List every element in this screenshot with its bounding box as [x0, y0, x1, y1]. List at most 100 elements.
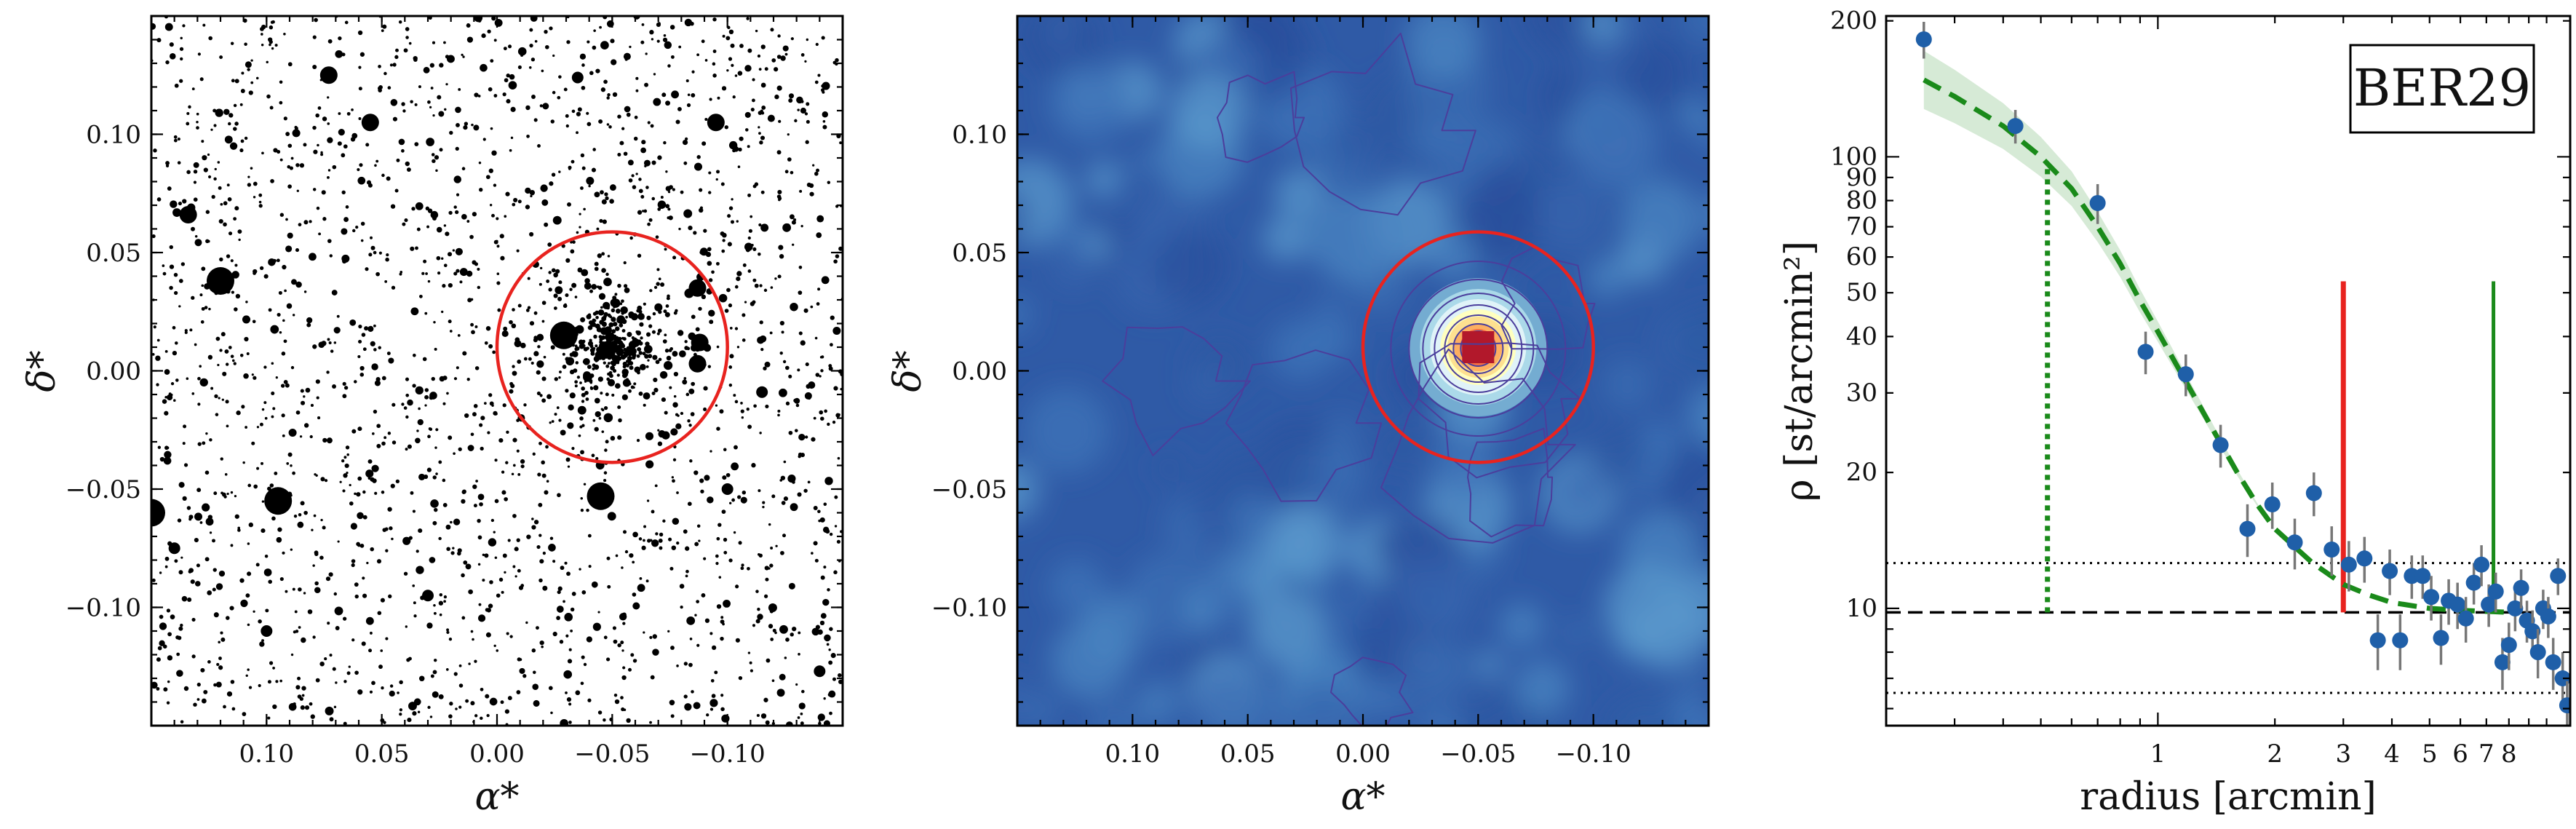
star-point	[837, 456, 840, 460]
star-point	[167, 186, 172, 191]
star-point	[693, 231, 697, 235]
star-point	[726, 287, 731, 293]
cluster-star-point	[595, 344, 598, 348]
density-point	[2433, 630, 2449, 646]
star-point	[234, 263, 238, 267]
star-point	[399, 680, 403, 685]
star-point	[617, 435, 622, 440]
star-point	[345, 445, 350, 450]
star-point	[349, 483, 351, 487]
cluster-star-point	[648, 218, 653, 222]
star-point	[571, 591, 576, 596]
star-point	[536, 391, 541, 396]
star-point	[273, 148, 278, 153]
star-point	[180, 262, 186, 266]
star-point	[342, 381, 346, 386]
star-point	[595, 456, 599, 461]
star-point	[669, 699, 675, 706]
star-point	[194, 537, 199, 543]
star-point	[404, 218, 408, 223]
star-point	[827, 588, 830, 592]
star-point	[427, 435, 431, 439]
star-point	[196, 682, 201, 687]
star-point	[230, 680, 235, 684]
star-point	[270, 20, 274, 24]
star-point	[215, 583, 223, 590]
star-point	[805, 140, 809, 144]
star-point	[774, 67, 779, 72]
star-point	[539, 640, 544, 646]
star-point	[241, 405, 245, 409]
star-point	[221, 398, 224, 401]
star-point	[559, 640, 564, 644]
star-point	[280, 384, 285, 388]
cluster-star-point	[582, 360, 587, 364]
star-point	[445, 55, 450, 59]
star-point	[787, 475, 796, 483]
star-point	[317, 106, 322, 110]
star-point	[276, 536, 282, 543]
star-point	[819, 517, 825, 523]
star-point	[640, 147, 647, 154]
star-point	[806, 182, 811, 188]
star-point	[703, 229, 707, 233]
star-point	[728, 29, 734, 35]
star-point	[621, 707, 625, 712]
star-point	[412, 711, 417, 716]
star-point	[360, 239, 364, 242]
star-point	[798, 433, 806, 441]
star-point	[234, 206, 239, 211]
star-point	[508, 44, 512, 49]
cluster-star-point	[578, 434, 581, 437]
star-point	[432, 159, 436, 164]
star-point	[391, 537, 394, 541]
star-point	[822, 526, 830, 534]
cluster-star-point	[639, 322, 644, 327]
cluster-star-point	[547, 242, 552, 247]
bright-star	[688, 354, 707, 373]
star-point	[719, 409, 724, 414]
star-point	[820, 369, 824, 373]
star-point	[373, 250, 377, 255]
star-point	[830, 653, 836, 659]
star-point	[483, 402, 487, 405]
star-point	[586, 111, 589, 115]
star-point	[815, 373, 820, 377]
cluster-star-point	[619, 323, 624, 328]
density-heatmap	[1017, 16, 1709, 726]
star-point	[445, 231, 450, 237]
cluster-star-point	[541, 376, 546, 381]
star-point	[339, 480, 342, 483]
star-point	[715, 562, 719, 566]
star-point	[531, 525, 536, 530]
cluster-star-point	[609, 315, 613, 319]
star-point	[750, 107, 755, 112]
y-tick-label: 0.05	[86, 239, 141, 268]
star-point	[405, 161, 410, 167]
star-point	[295, 410, 301, 415]
star-point	[465, 563, 472, 570]
star-point	[431, 376, 435, 381]
x-tick-label: −0.05	[1440, 739, 1516, 769]
star-point	[167, 655, 173, 661]
star-point	[809, 191, 814, 197]
star-point	[568, 165, 572, 170]
star-point	[588, 565, 592, 568]
star-point	[621, 675, 627, 681]
star-point	[385, 257, 389, 262]
star-point	[458, 447, 462, 451]
star-point	[381, 686, 384, 690]
x-tick-label: 5	[2422, 739, 2438, 769]
star-point	[164, 451, 172, 459]
star-point	[509, 148, 512, 152]
star-point	[520, 54, 524, 57]
star-point	[408, 41, 412, 45]
star-point	[720, 619, 725, 624]
star-point	[783, 496, 789, 501]
cluster-star-point	[627, 331, 632, 338]
star-point	[733, 394, 736, 397]
cluster-star-point	[619, 302, 623, 306]
star-point	[607, 512, 616, 521]
density-blob	[1225, 446, 1255, 476]
y-tick-label: 0.00	[86, 357, 141, 386]
